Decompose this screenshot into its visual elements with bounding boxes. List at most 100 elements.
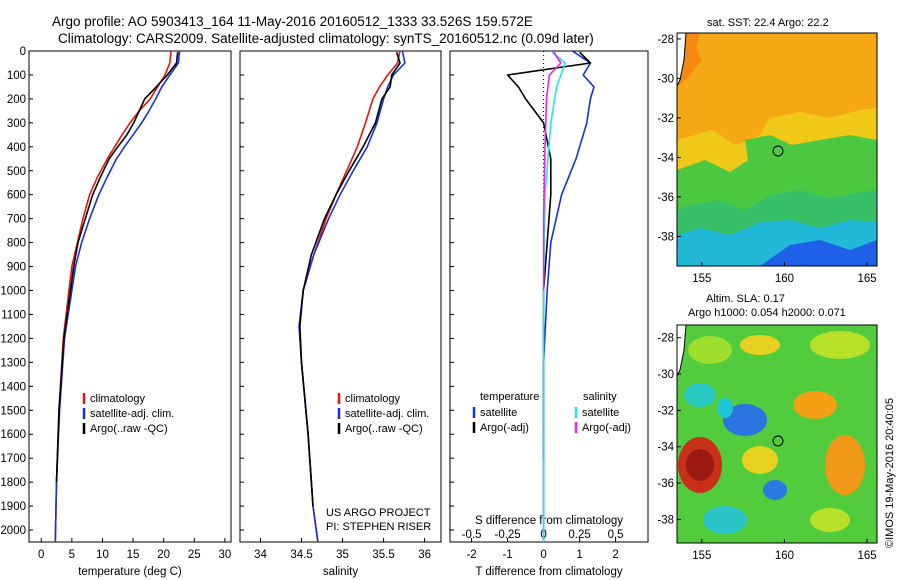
- salinity-legend-label: Argo(..raw -QC): [345, 423, 423, 435]
- t-diff-xlabel: T difference from climatology: [475, 566, 622, 578]
- t-series-group: [54, 51, 181, 542]
- temperature-legend-label: Argo(..raw -QC): [90, 423, 168, 435]
- sla-patch: [810, 331, 870, 359]
- t-diff-x-tick-label: 1: [576, 549, 582, 561]
- temperature-x-tick-label: 15: [127, 549, 140, 561]
- sst-map-frame: [676, 32, 878, 267]
- salinity-x-tick-label: 35.5: [372, 549, 394, 561]
- sla-patch: [686, 449, 714, 481]
- s-argo-raw-qc-line: [299, 51, 401, 507]
- depth-tick-label: 1800: [0, 477, 26, 489]
- temperature-xlabel: temperature (deg C): [78, 566, 182, 578]
- d-salinity-argo-adj-line: [542, 51, 562, 291]
- temperature-x-tick-label: 5: [69, 549, 75, 561]
- depth-tick-label: 1900: [0, 501, 26, 513]
- sst-lon-label: 165: [857, 273, 876, 285]
- credit-project: US ARGO PROJECT: [326, 507, 431, 519]
- depth-tick-label: 0: [20, 46, 26, 58]
- temperature-legend-label: climatology: [90, 393, 146, 405]
- s-diff-label: S difference from climatology: [475, 515, 623, 527]
- t-panel-frame: [28, 50, 232, 543]
- salinity-xlabel: salinity: [323, 566, 358, 578]
- sla-patch: [742, 446, 778, 474]
- temperature-legend-label: satellite-adj. clim.: [90, 408, 174, 420]
- sla-map-frame: [676, 324, 878, 544]
- salinity-legend-label: climatology: [345, 393, 401, 405]
- depth-tick-label: 400: [7, 142, 26, 154]
- depth-tick-label: 1700: [0, 453, 26, 465]
- sst-lat-label: -36: [657, 192, 674, 204]
- imos-stamp: ©IMOS 19-May-2016 20:40:05: [884, 398, 896, 548]
- title-line-1: Argo profile: AO 5903413_164 11-May-2016…: [52, 14, 533, 29]
- depth-tick-label: 600: [7, 190, 26, 202]
- sla-patch: [763, 480, 787, 500]
- s-diff-tick-label: -0.25: [494, 529, 520, 541]
- temperature-x-tick-label: 20: [157, 549, 170, 561]
- temperature-x-tick-label: 30: [218, 549, 231, 561]
- sst-coastline: [677, 33, 687, 87]
- salinity-x-tick-label: 34: [254, 549, 267, 561]
- s-diff-tick-label: 0.25: [568, 529, 590, 541]
- salinity-x-tick-label: 35: [336, 549, 349, 561]
- salinity-x-tick-label: 34.5: [290, 549, 312, 561]
- diff-sal-legend-label: satellite: [582, 407, 619, 419]
- depth-tick-label: 1600: [0, 429, 26, 441]
- sla-patch: [810, 508, 850, 532]
- sla-lon-label: 160: [775, 550, 794, 562]
- sla-map-title-2: Argo h1000: 0.054 h2000: 0.071: [688, 307, 846, 319]
- sla-patch: [703, 506, 747, 534]
- sst-map: sat. SST: 22.4 Argo: 22.2: [676, 17, 878, 267]
- s-series-group: [298, 51, 406, 542]
- sla-map: Altim. SLA: 0.17 Argo h1000: 0.054 h2000…: [676, 293, 878, 544]
- sla-patch: [740, 335, 780, 355]
- diff-sal-legend-label: Argo(-adj): [582, 422, 631, 434]
- t-diff-x-tick-label: 0: [540, 549, 546, 561]
- t-diff-x-tick-label: -1: [502, 549, 512, 561]
- sst-lon-label: 155: [692, 273, 711, 285]
- depth-tick-label: 300: [7, 118, 26, 130]
- diff-temp-legend-label: Argo(-adj): [480, 422, 529, 434]
- salinity-x-tick-label: 36: [418, 549, 431, 561]
- t-diff-x-tick-label: 2: [612, 549, 618, 561]
- depth-tick-label: 1300: [0, 357, 26, 369]
- sla-lat-label: -38: [657, 514, 674, 526]
- depth-tick-label: 1100: [1, 309, 26, 321]
- d-series-group: [542, 51, 567, 542]
- depth-tick-label: 1400: [0, 381, 26, 393]
- diff-temp-legend-label: satellite: [480, 407, 517, 419]
- sst-argo-marker: [772, 145, 784, 157]
- depth-tick-label: 2000: [0, 525, 26, 537]
- s-panel-frame: [239, 50, 442, 543]
- credit-pi: PI: STEPHEN RISER: [326, 521, 431, 533]
- temperature-x-tick-label: 10: [96, 549, 109, 561]
- sla-argo-marker: [772, 435, 784, 447]
- d-panel-frame: [449, 50, 649, 543]
- depth-tick-label: 900: [7, 262, 26, 274]
- sst-land: [677, 33, 686, 86]
- t-argo-raw-qc-line: [55, 52, 179, 483]
- diff-legend-sal-title: salinity: [583, 391, 617, 403]
- depth-tick-label: 800: [7, 238, 26, 250]
- sst-lat-label: -30: [657, 73, 674, 85]
- sla-patch: [825, 435, 865, 495]
- depth-tick-label: 500: [7, 166, 26, 178]
- sst-patch-blue: [760, 240, 877, 266]
- sla-lat-label: -30: [657, 369, 674, 381]
- s-diff-tick-label: -0.5: [462, 529, 482, 541]
- d-salinity-satellite-line: [542, 51, 567, 542]
- depth-tick-label: 1500: [0, 405, 26, 417]
- depth-tick-label: 700: [7, 214, 26, 226]
- t-diff-x-tick-label: -2: [466, 549, 476, 561]
- depth-tick-label: 1000: [0, 286, 26, 298]
- sla-coastline: [677, 325, 687, 377]
- temperature-x-tick-label: 0: [38, 549, 44, 561]
- sla-patch: [684, 383, 716, 407]
- title-line-2: Climatology: CARS2009. Satellite-adjuste…: [58, 31, 594, 46]
- sla-patch: [688, 336, 732, 364]
- sla-lat-label: -36: [657, 478, 674, 490]
- sla-patch: [723, 404, 767, 436]
- sla-lon-label: 155: [692, 550, 711, 562]
- depth-tick-label: 200: [7, 94, 26, 106]
